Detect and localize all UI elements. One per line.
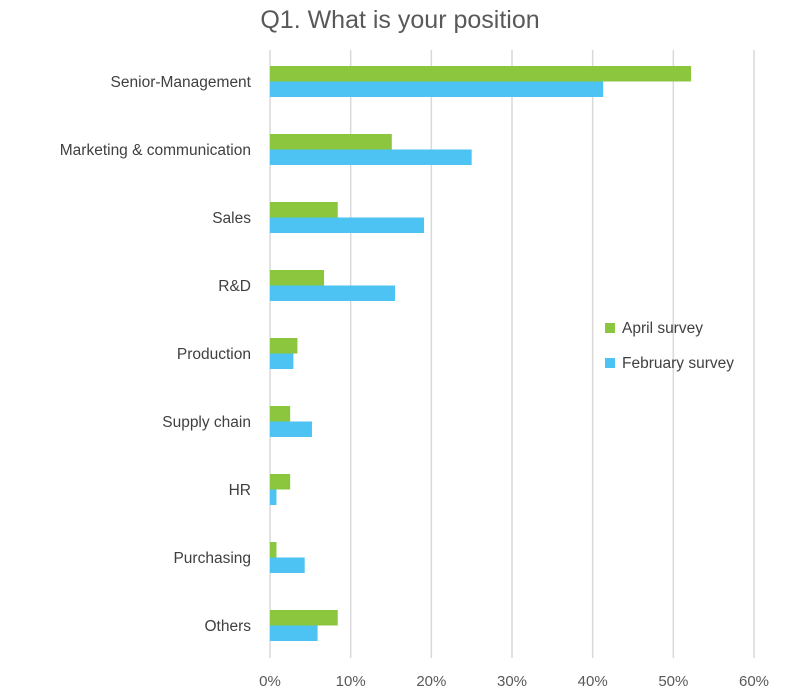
bar-february [270, 489, 277, 505]
legend-swatch [605, 323, 615, 333]
bar-february [270, 353, 294, 369]
x-tick-label: 20% [416, 673, 446, 690]
bar-february [270, 557, 305, 573]
bars [270, 66, 692, 641]
chart-title: Q1. What is your position [260, 6, 539, 34]
legend-label: April survey [622, 320, 703, 337]
category-label: Purchasing [173, 550, 251, 567]
bar-february [270, 149, 472, 165]
bar-april [270, 610, 338, 626]
category-label: Others [204, 618, 251, 635]
legend-label: February survey [622, 355, 734, 372]
x-tick-label: 10% [336, 673, 366, 690]
x-tick-label: 40% [578, 673, 608, 690]
legend: April survey February survey [605, 320, 734, 372]
bar-february [270, 421, 312, 437]
category-label: Supply chain [162, 414, 251, 431]
x-axis-tick-labels: 0% 10% 20% 30% 40% 50% 60% [259, 673, 769, 690]
legend-swatch [605, 358, 615, 368]
bar-april [270, 134, 392, 150]
category-label: Production [177, 346, 251, 363]
category-label: Marketing & communication [60, 142, 251, 159]
bar-april [270, 202, 338, 218]
category-label: HR [229, 482, 251, 499]
bar-april [270, 474, 291, 490]
category-label: R&D [218, 278, 251, 295]
bar-april [270, 66, 692, 82]
bar-february [270, 217, 425, 233]
bar-april [270, 406, 291, 422]
bar-april [270, 542, 277, 558]
x-tick-label: 0% [259, 673, 281, 690]
bar-february [270, 81, 604, 97]
category-label: Sales [212, 210, 251, 227]
bar-april [270, 338, 298, 354]
x-tick-label: 60% [739, 673, 769, 690]
category-labels: Senior-Management Marketing & communicati… [60, 74, 252, 635]
category-label: Senior-Management [111, 74, 252, 91]
x-tick-label: 50% [658, 673, 688, 690]
bar-april [270, 270, 325, 286]
x-tick-label: 30% [497, 673, 527, 690]
bar-february [270, 625, 318, 641]
bar-february [270, 285, 396, 301]
